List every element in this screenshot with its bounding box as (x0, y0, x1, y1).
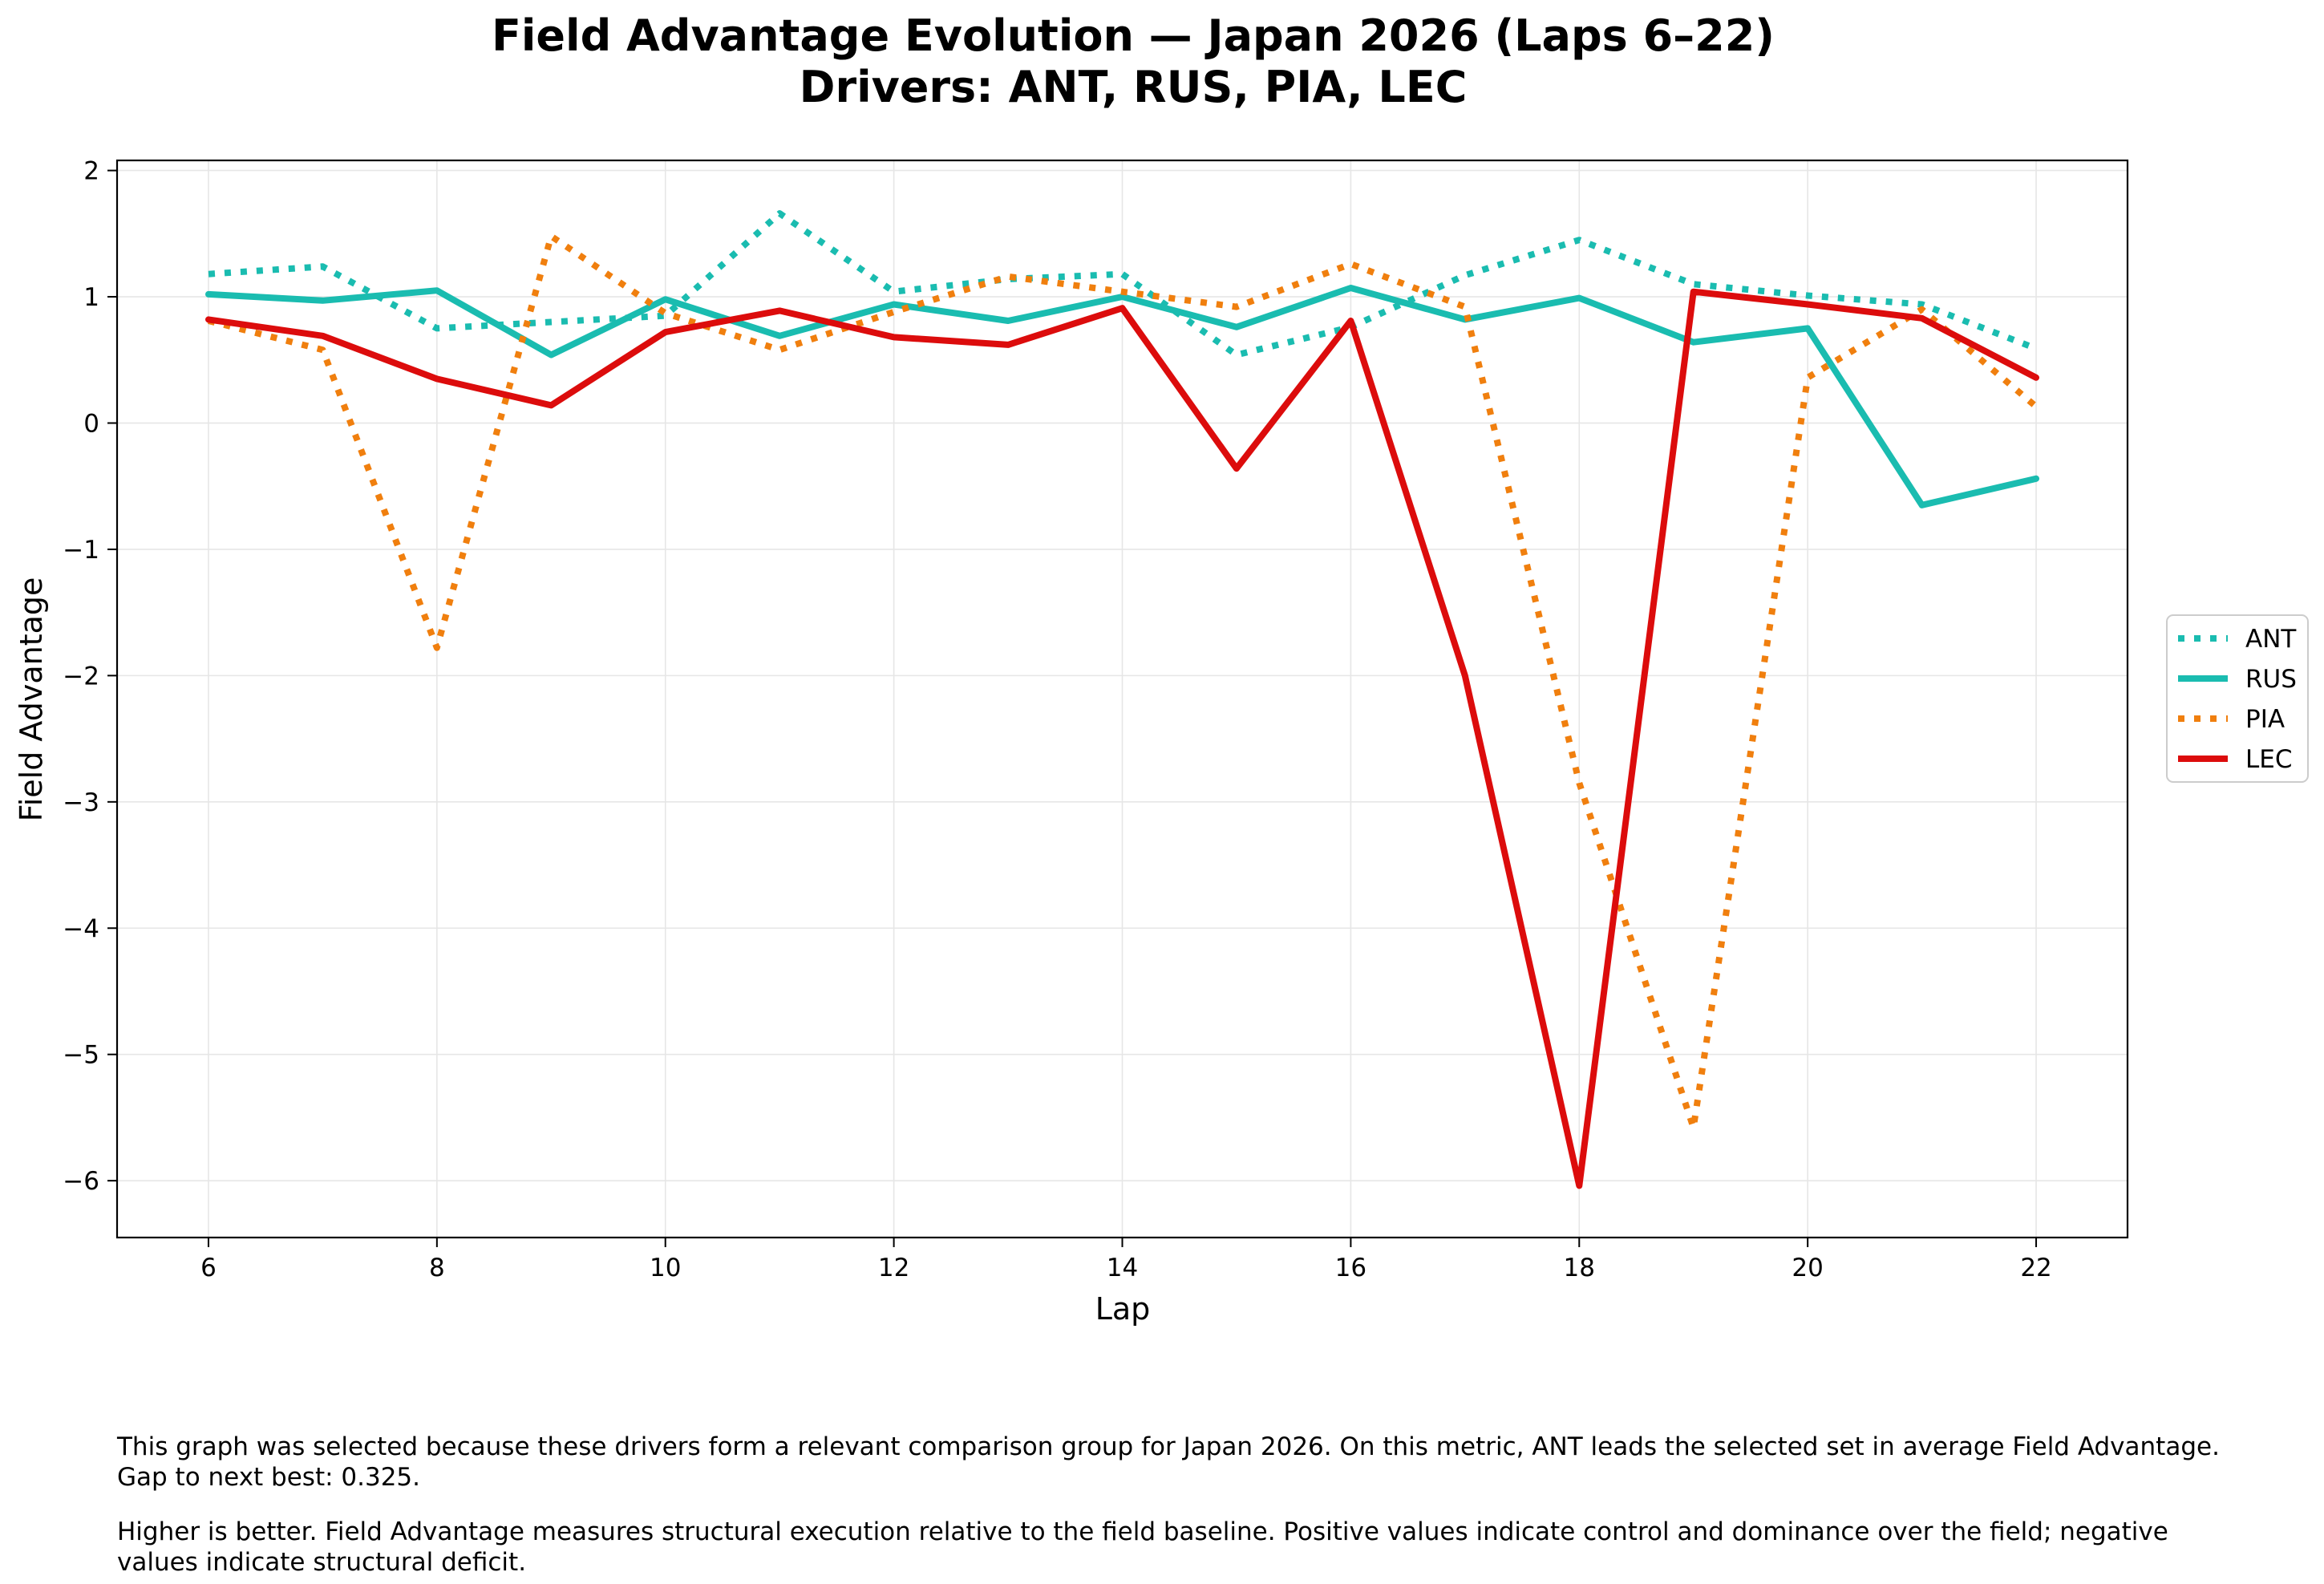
y-axis-label: Field Advantage (14, 577, 49, 822)
legend-box (2166, 614, 2309, 783)
x-tick-label: 20 (1792, 1254, 1823, 1282)
y-tick-label: −5 (63, 1041, 99, 1070)
series-line-pia (208, 233, 2039, 1131)
y-axis-ticks: 2 1 0 −1 −2 −3 −4 −5 −6 (63, 157, 117, 1196)
y-tick-label: 0 (83, 409, 99, 438)
legend: ANT RUS PIA LEC (2166, 614, 2309, 783)
y-tick-label: 2 (83, 157, 99, 186)
series-line-rus (205, 285, 2039, 508)
chart-subtitle: Drivers: ANT, RUS, PIA, LEC (800, 62, 1468, 112)
x-tick-label: 18 (1564, 1254, 1595, 1282)
x-tick-label: 8 (429, 1254, 445, 1282)
x-tick-label: 16 (1335, 1254, 1366, 1282)
series-line-lec (205, 288, 2039, 1189)
x-tick-label: 10 (650, 1254, 681, 1282)
x-tick-label: 12 (878, 1254, 909, 1282)
legend-label-rus: RUS (2245, 665, 2297, 694)
x-axis-ticks: 6 8 10 12 14 16 18 20 22 (200, 1238, 2052, 1282)
series-line-ant (208, 210, 2038, 359)
x-tick-label: 22 (2020, 1254, 2051, 1282)
x-tick-label: 14 (1107, 1254, 1138, 1282)
y-tick-label: −6 (63, 1167, 99, 1196)
x-axis-label: Lap (1095, 1291, 1151, 1327)
chart-title: Field Advantage Evolution — Japan 2026 (… (492, 10, 1775, 61)
y-tick-label: −1 (63, 536, 99, 565)
data-series (205, 210, 2039, 1189)
y-tick-label: 1 (83, 283, 99, 312)
x-tick-label: 6 (200, 1254, 217, 1282)
interpretation-note: Higher is better. Field Advantage measur… (117, 1517, 2168, 1577)
selection-note: This graph was selected because these dr… (117, 1432, 2220, 1492)
y-tick-label: −3 (63, 788, 99, 817)
y-tick-label: −2 (63, 662, 99, 691)
legend-label-ant: ANT (2245, 625, 2297, 654)
y-tick-label: −4 (63, 914, 99, 943)
legend-label-pia: PIA (2245, 705, 2285, 734)
legend-label-lec: LEC (2245, 745, 2293, 774)
